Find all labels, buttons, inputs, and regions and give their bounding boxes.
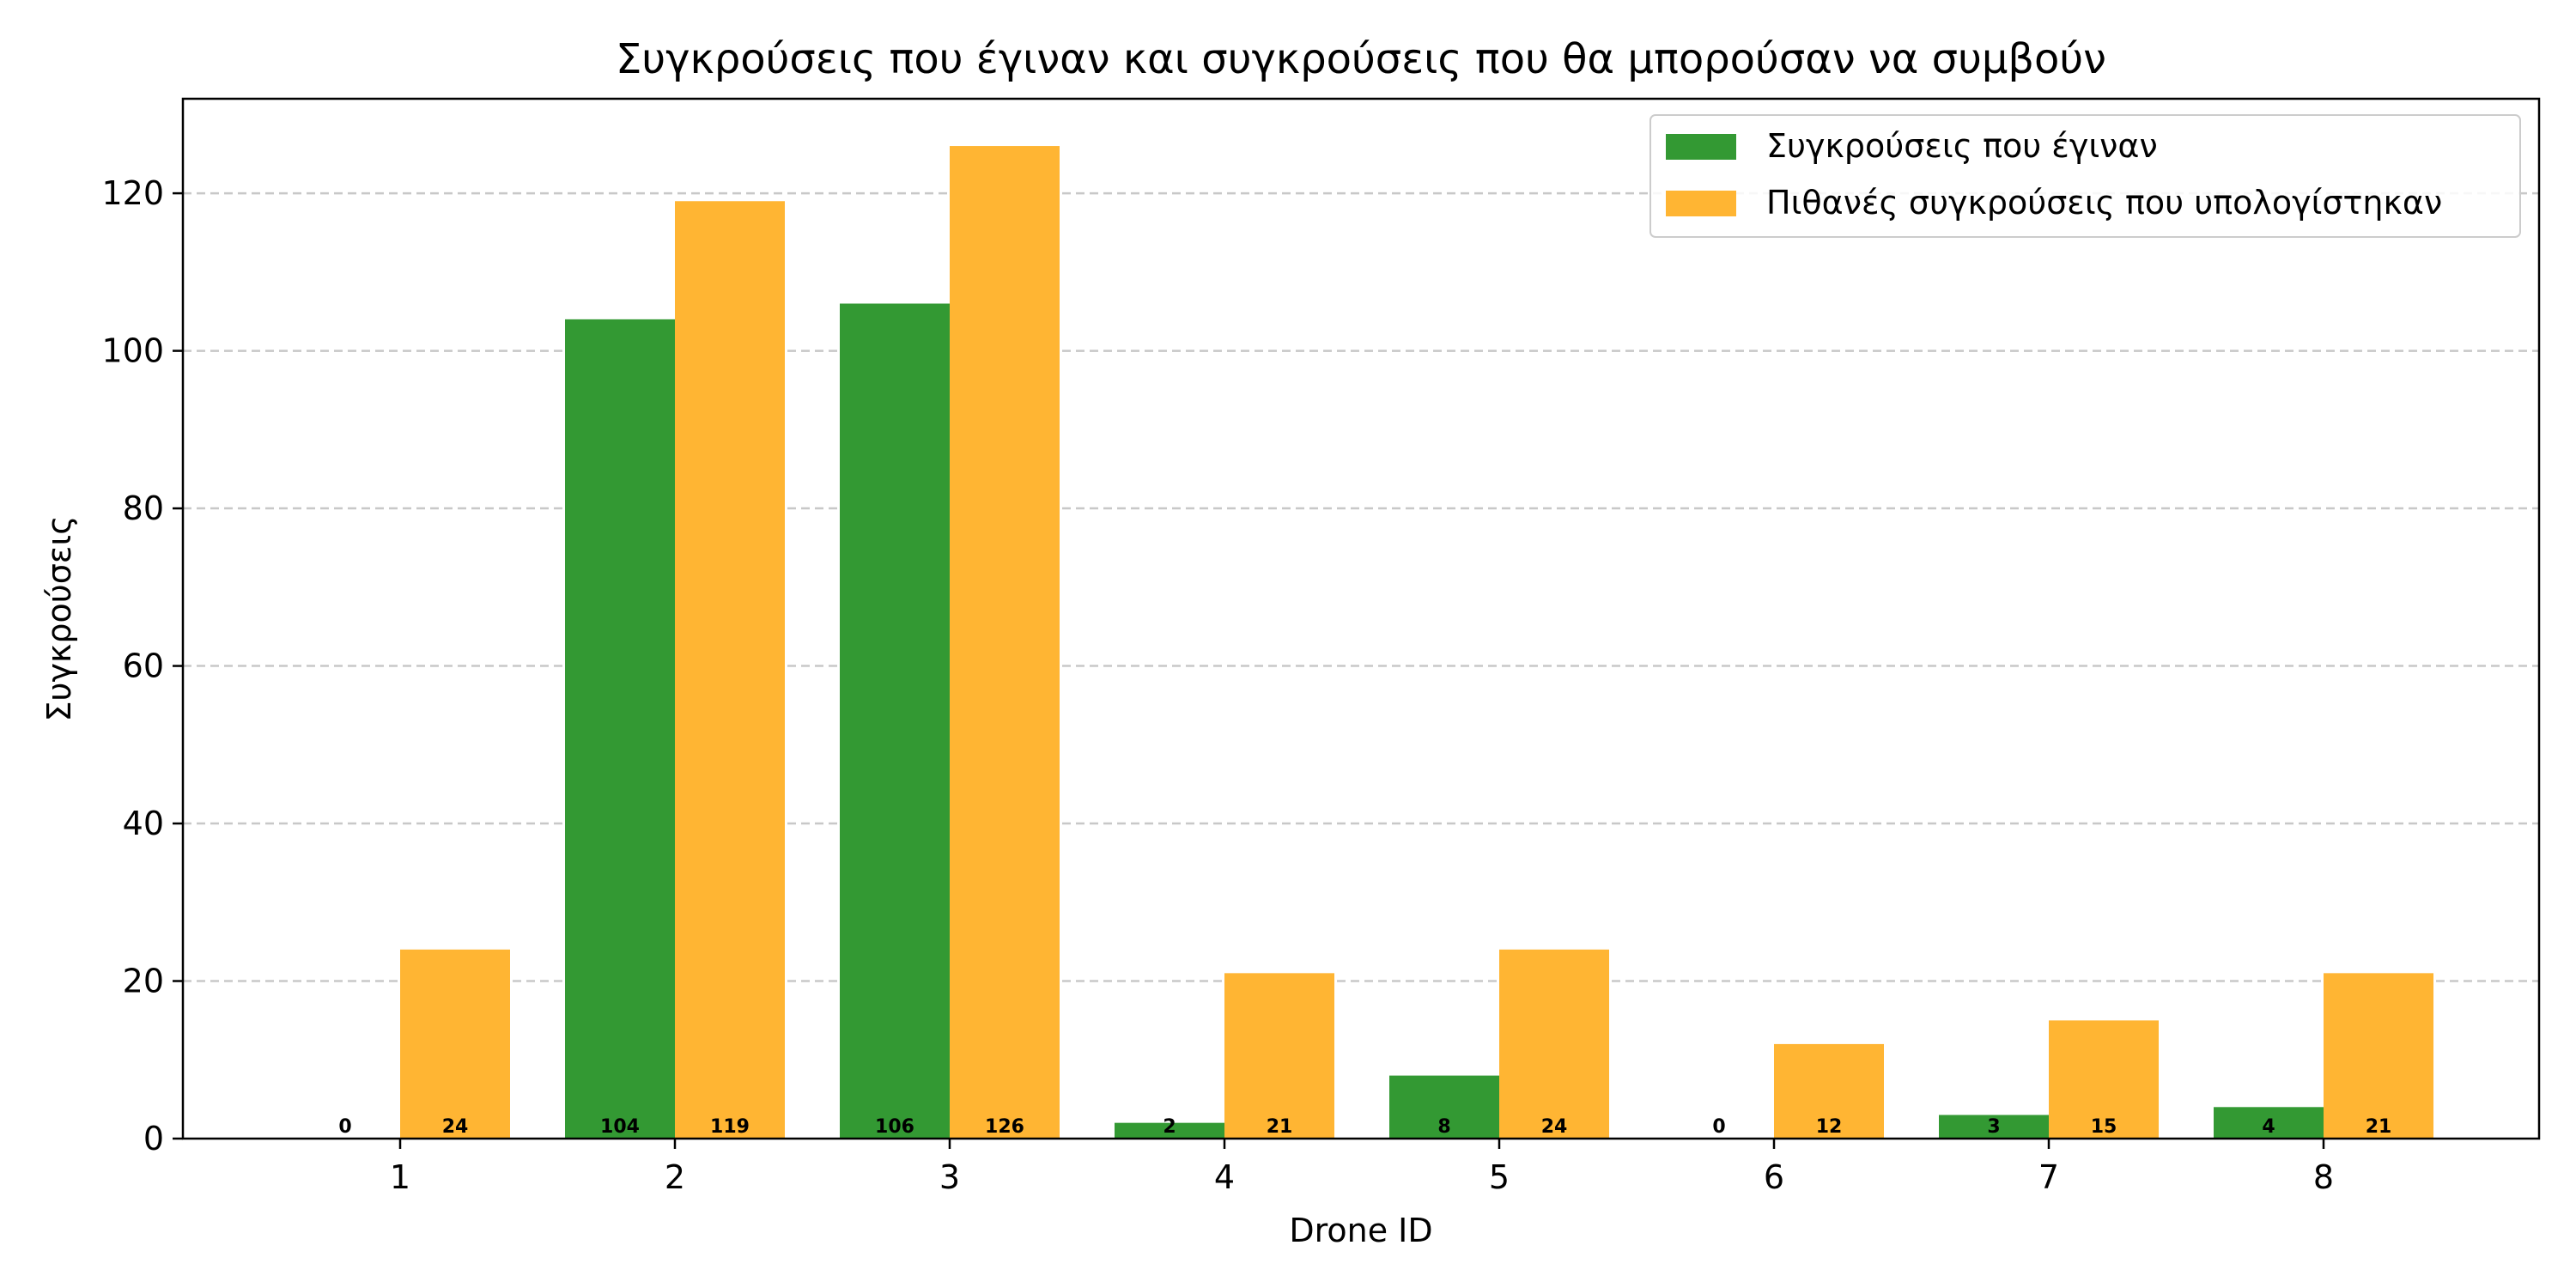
bar-value-label-actual: 0 [338,1116,351,1138]
bar-potential [2324,973,2433,1139]
x-tick-label: 7 [2038,1158,2059,1196]
legend-swatch-potential [1666,191,1736,216]
x-tick-label: 2 [665,1158,685,1196]
legend-label-actual: Συγκρούσεις που έγιναν [1766,127,2158,165]
bar-value-label-potential: 12 [1816,1116,1843,1138]
bar-value-label-actual: 3 [1987,1116,2000,1138]
bar-potential [2049,1020,2159,1139]
bar-actual [840,303,950,1139]
bar-potential [1499,949,1609,1139]
bar-potential [950,146,1060,1139]
gridlines [183,191,2539,982]
bar-potential [675,201,785,1139]
y-tick-label: 40 [123,805,164,842]
y-tick-label: 20 [123,963,164,1000]
legend-swatch-actual [1666,134,1736,160]
bar-value-label-actual: 8 [1437,1116,1450,1138]
bar-value-label-actual: 106 [875,1116,914,1138]
y-axis-label: Συγκρούσεις [40,515,78,721]
x-axis-label: Drone ID [1289,1212,1432,1249]
bar-value-label-actual: 0 [1712,1116,1725,1138]
bar-potential [1224,973,1334,1139]
bar-value-label-potential: 126 [985,1116,1024,1138]
x-tick-label: 1 [390,1158,410,1196]
y-tick-label: 120 [101,174,164,212]
x-tick-label: 6 [1764,1158,1784,1196]
bar-value-label-potential: 24 [442,1116,469,1138]
bar-value-label-actual: 2 [1163,1116,1176,1138]
bar-value-label-actual: 104 [600,1116,640,1138]
bar-value-label-potential: 21 [2366,1116,2392,1138]
legend: Συγκρούσεις που έγιναν Πιθανές συγκρούσε… [1649,114,2521,238]
bar-actual [565,319,675,1139]
x-tick-label: 8 [2313,1158,2334,1196]
y-tick-label: 80 [123,489,164,527]
bar-value-label-potential: 15 [2091,1116,2117,1138]
bar-potential [400,949,510,1139]
bar-actual [1939,1115,2049,1139]
bar-value-label-potential: 119 [710,1116,750,1138]
chart-title: Συγκρούσεις που έγιναν και συγκρούσεις π… [616,35,2106,83]
bar-value-labels: 0 104 106 2 8 0 3 4 24 119 126 21 24 12 15 21 [338,1116,2391,1138]
y-tick-label: 0 [143,1120,164,1157]
bar-actual [1389,1075,1499,1139]
bar-value-label-potential: 24 [1541,1116,1568,1138]
legend-box [1649,114,2521,238]
plot-frame [181,97,2541,1140]
y-tick-label: 60 [123,647,164,685]
x-tick-label: 5 [1489,1158,1510,1196]
bar-value-label-potential: 21 [1267,1116,1293,1138]
x-tick-label: 3 [939,1158,960,1196]
bar-actual [2214,1107,2324,1139]
bar-potential [1774,1043,1884,1139]
legend-label-potential: Πιθανές συγκρούσεις που υπολογίστηκαν [1766,184,2442,222]
bar-value-label-actual: 4 [2262,1116,2275,1138]
y-tick-label: 100 [101,332,164,370]
x-tick-label: 4 [1214,1158,1235,1196]
bars [400,146,2433,1139]
bar-actual [1115,1122,1224,1139]
